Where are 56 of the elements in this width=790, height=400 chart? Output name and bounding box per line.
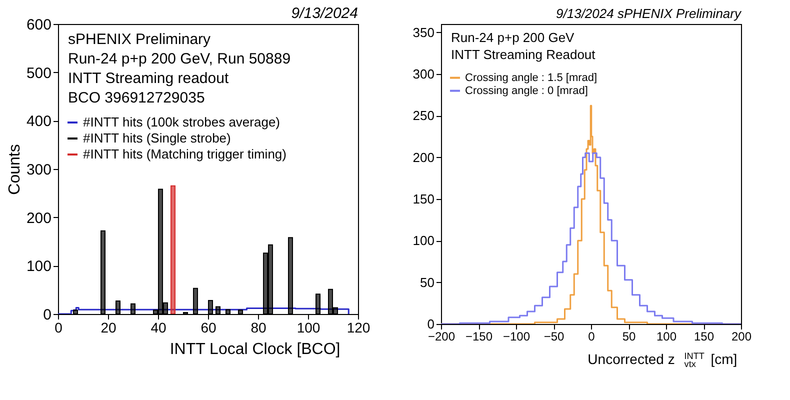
- x-tick-label: 100: [656, 330, 677, 344]
- y-tick-label: 150: [412, 192, 434, 206]
- annotation: INTT Streaming readout: [68, 70, 230, 87]
- annotation: BCO 396912729035: [68, 90, 205, 106]
- bar: [316, 294, 320, 314]
- bar: [100, 230, 106, 314]
- legend-label: #INTT hits (Matching trigger timing): [83, 146, 286, 162]
- y-tick-label: 0: [43, 306, 52, 324]
- y-tick-label: 100: [26, 258, 52, 276]
- x-tick-label: 80: [250, 320, 266, 336]
- y-tick-label: 600: [26, 16, 52, 34]
- legend-label: Crossing angle : 1.5 [mrad]: [465, 72, 598, 84]
- legend-label: #INTT hits (100k strobes average): [83, 114, 280, 130]
- y-tick-label: 400: [26, 113, 52, 130]
- bar: [226, 309, 230, 314]
- legend-label: Crossing angle : 0 [mrad]: [465, 84, 588, 97]
- legend-label: #INTT hits (Single strobe): [83, 130, 231, 146]
- bar: [170, 185, 176, 314]
- bar: [73, 310, 78, 314]
- annotation: sPHENIX Preliminary: [68, 31, 212, 48]
- bar: [130, 303, 136, 314]
- x-tick-label: 40: [150, 320, 166, 336]
- y-tick-label: 300: [412, 66, 434, 82]
- x-tick-label: −150: [465, 330, 493, 344]
- annotation: Run-24 p+p 200 GeV, Run 50889: [68, 50, 291, 68]
- x-tick-label: 120: [346, 320, 370, 336]
- bar: [216, 306, 220, 314]
- y-tick-label: 300: [26, 162, 52, 178]
- x-tick-label: 100: [296, 320, 320, 336]
- y-tick-label: 350: [412, 24, 434, 40]
- y-tick-label: 250: [412, 108, 434, 124]
- y-tick-label: 500: [26, 64, 52, 82]
- x-tick-label: 50: [622, 330, 636, 344]
- annotation: Run-24 p+p 200 GeV: [451, 30, 575, 45]
- x-tick-label: 60: [200, 320, 216, 336]
- bar: [193, 288, 198, 314]
- y-axis-title: Counts: [6, 144, 24, 195]
- y-tick-label: 200: [26, 210, 52, 227]
- x-axis-title: INTT Local Clock [BCO]: [170, 341, 340, 358]
- y-tick-label: 50: [420, 274, 434, 290]
- bar: [116, 300, 120, 314]
- x-tick-label: −200: [428, 330, 456, 344]
- text: 9/13/2024: [291, 5, 358, 22]
- y-tick-label: 100: [412, 233, 434, 248]
- x-tick-label: 200: [731, 330, 752, 344]
- text: 9/13/2024 sPHENIX Preliminary: [556, 6, 742, 21]
- x-tick-label: 150: [694, 330, 714, 344]
- annotation: INTT Streaming Readout: [451, 46, 596, 62]
- x-tick-label: 0: [588, 330, 596, 344]
- bar: [288, 237, 293, 314]
- bar: [238, 310, 243, 314]
- x-tick-label: −100: [502, 330, 530, 344]
- x-tick-label: 0: [54, 320, 63, 336]
- x-tick-label: 20: [100, 320, 116, 336]
- x-tick-label: −50: [544, 330, 564, 344]
- y-tick-label: 200: [412, 150, 434, 165]
